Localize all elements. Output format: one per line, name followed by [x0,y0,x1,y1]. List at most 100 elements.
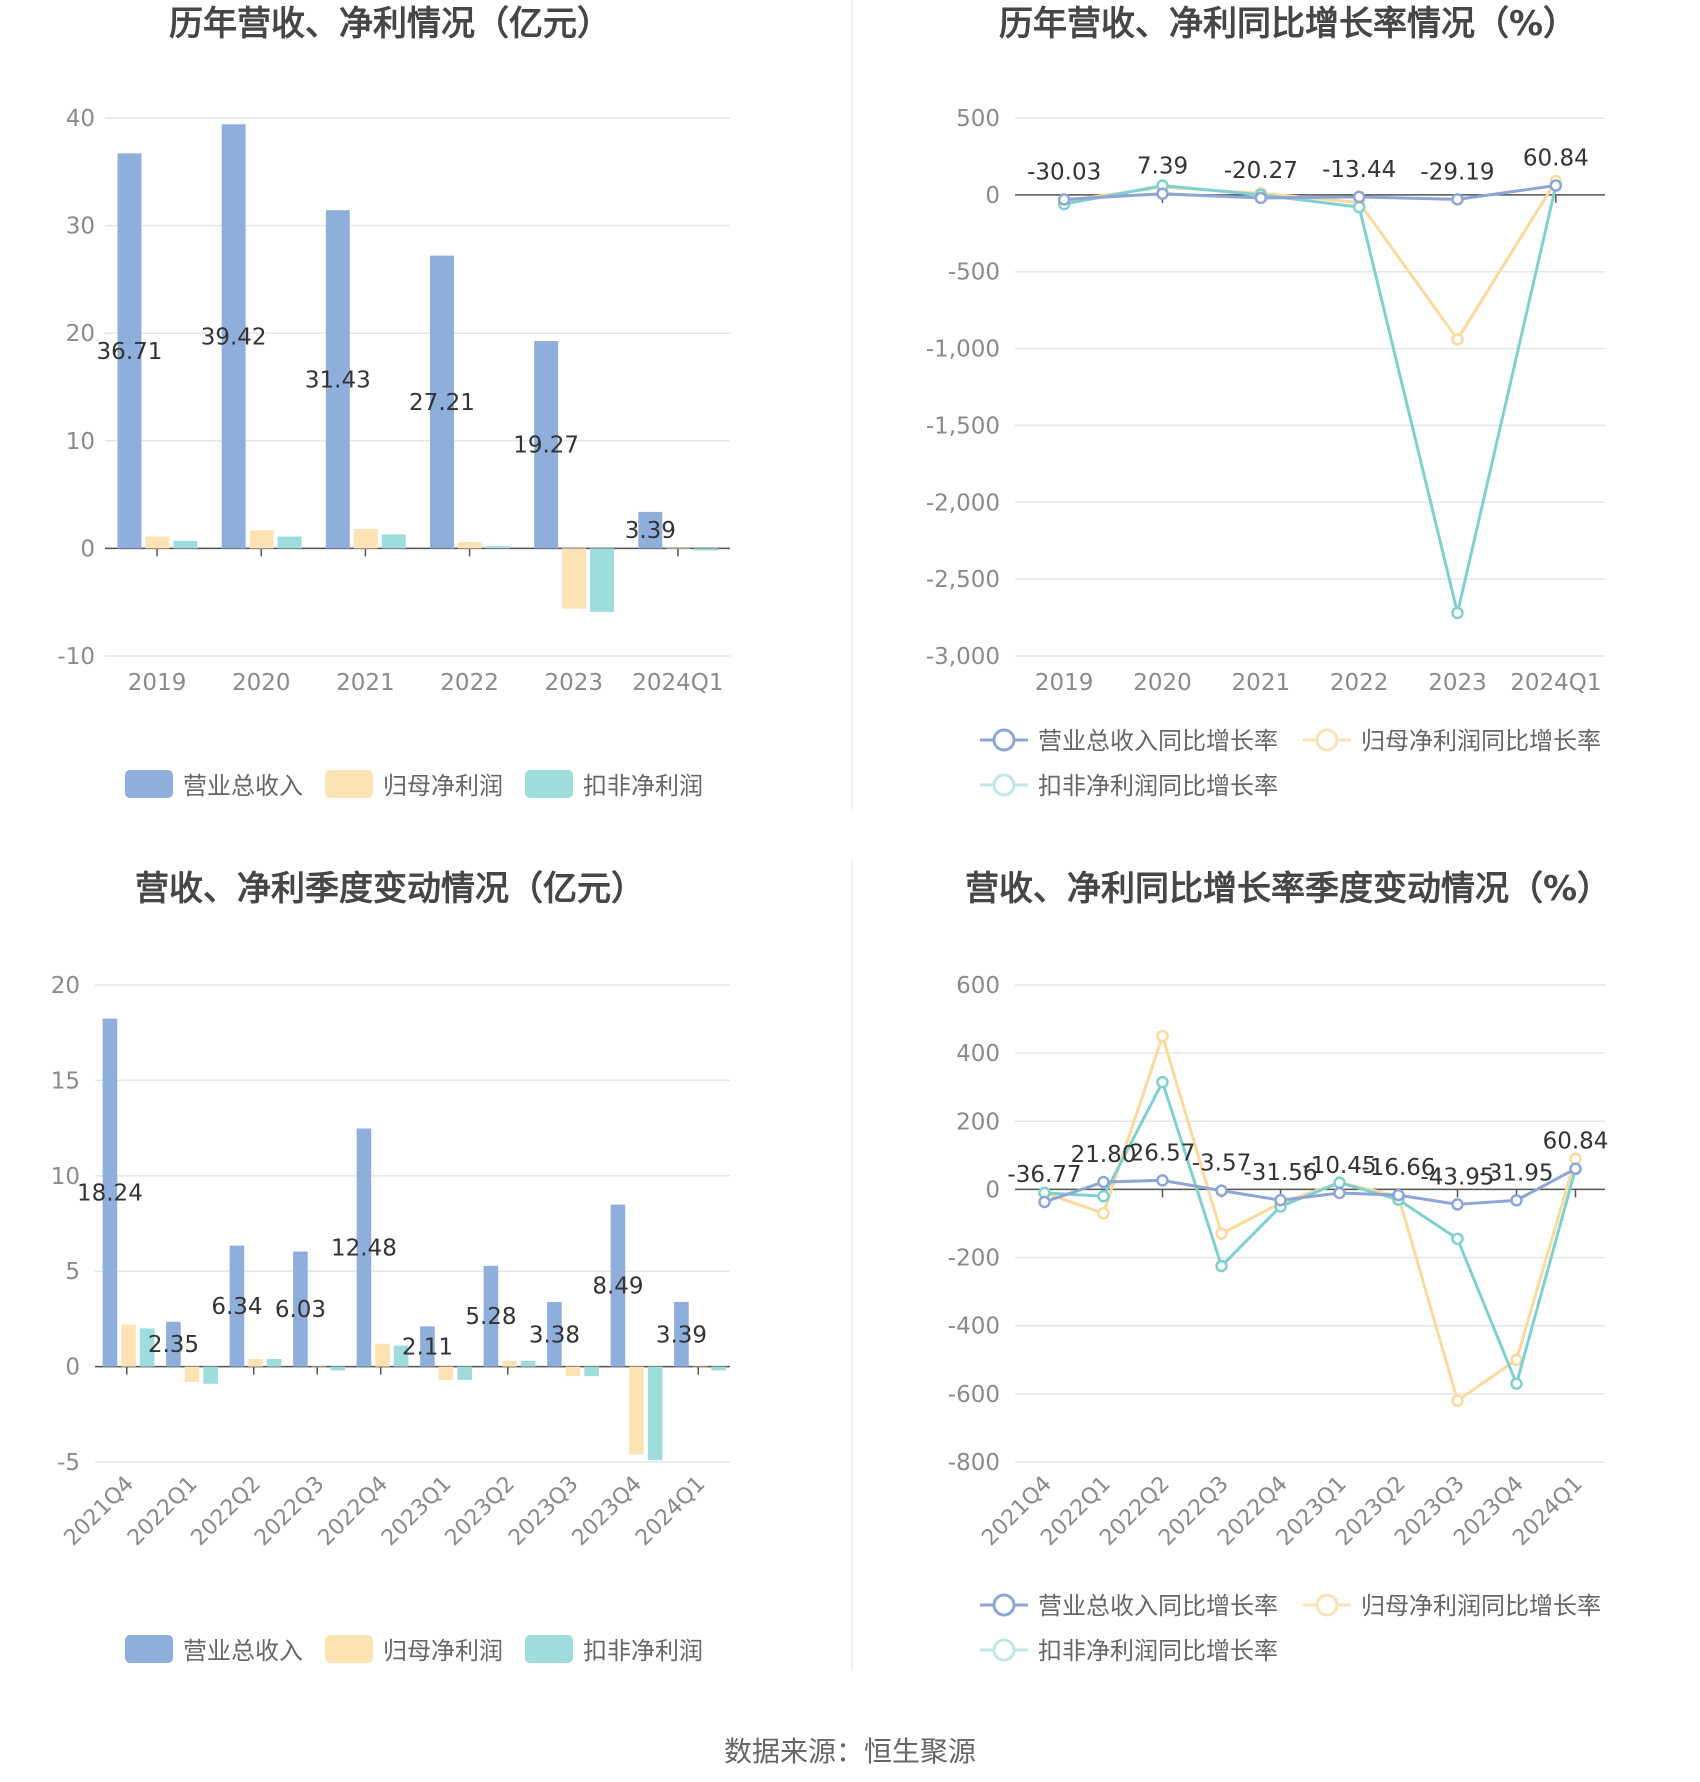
bar-deducted-profit [173,540,198,549]
line-point [1510,1377,1523,1390]
line-value-label: -30.03 [1027,159,1101,185]
legend-swatch [125,1635,173,1663]
x-tick-label: 2021 [1232,670,1291,696]
bar-deducted-profit [139,1328,155,1367]
bar-deducted-profit [393,1345,409,1367]
bar-net-profit [562,548,587,609]
bar-deducted-profit [584,1366,599,1377]
bar-net-profit [121,1324,136,1367]
legend-swatch [525,1635,573,1663]
line-point [1451,1198,1464,1211]
line-point [1038,1195,1051,1209]
y-tick-label: -200 [948,1246,1000,1272]
legend-marker [992,773,1016,797]
legend-label: 营业总收入同比增长率 [1038,1592,1278,1620]
legend-label: 营业总收入 [183,772,303,800]
line-point [1451,193,1464,206]
x-tick-label: 2022Q2 [187,1472,266,1551]
bar-value-label: 36.71 [97,339,163,365]
y-tick-label: -400 [948,1314,1000,1340]
line-value-label: -31.95 [1479,1160,1553,1186]
line-point [1510,1353,1523,1367]
line-deducted-profit-growth [1044,1078,1577,1389]
line-value-label: 60.84 [1523,146,1589,172]
y-tick-label: 20 [51,973,80,999]
x-tick-label: 2020 [1133,670,1192,696]
bar-revenue [102,1018,118,1367]
chart-title: 历年营收、净利情况（亿元） [169,4,611,44]
line-point [1057,193,1071,206]
x-tick-label: 2023Q2 [441,1472,520,1551]
bar-deducted-profit [647,1366,663,1461]
legend-label: 扣非净利润 [583,772,703,800]
line-value-label: -16.66 [1361,1155,1435,1181]
legend-marker [992,1593,1016,1617]
legend-label: 扣非净利润同比增长率 [1038,772,1278,800]
bar-net-profit [145,536,170,549]
legend-marker [992,728,1016,752]
bar-revenue [674,1301,689,1367]
bar-deducted-profit [330,1366,345,1371]
y-tick-label: 0 [65,1355,80,1381]
y-tick-label: 400 [956,1041,1000,1067]
line-point [1097,1175,1110,1189]
bar-net-profit [438,1366,454,1380]
legend-label: 归母净利润同比增长率 [1361,1592,1601,1620]
line-value-label: 26.57 [1130,1140,1196,1166]
y-tick-label: 40 [66,106,95,132]
bar-net-profit [248,1358,263,1367]
y-tick-label: -2,000 [926,490,1000,516]
bar-revenue [293,1251,308,1367]
bar-value-label: 19.27 [513,433,579,459]
chart-title: 营收、净利同比增长率季度变动情况（%） [965,869,1611,909]
annual-growth-rate-chart: 历年营收、净利同比增长率情况（%） 500 0 -500 -1,000 -1,500 -2,… [926,4,1605,800]
bar-net-profit [692,1366,708,1368]
bar-value-label: 18.24 [77,1181,143,1207]
annual-revenue-profit-chart: 历年营收、净利情况（亿元） 40 30 20 10 0 -10 2019 2020 2021 202… [57,4,730,800]
bar-deducted-profit [381,534,406,549]
chart-title: 历年营收、净利同比增长率情况（%） [999,4,1577,44]
bar-deducted-profit [203,1366,218,1384]
bar-deducted-profit [485,546,510,549]
line-point [1569,1152,1582,1166]
bar-deducted-profit [520,1360,536,1367]
legend-label: 归母净利润 [383,772,503,800]
line-value-label: -31.56 [1243,1160,1317,1186]
line-value-label: -20.27 [1224,158,1298,184]
x-tick-label: 2023Q3 [504,1472,583,1551]
bar-value-label: 8.49 [592,1274,643,1300]
line-point [1352,190,1366,204]
x-tick-label: 2022Q4 [314,1472,393,1551]
legend-label: 归母净利润同比增长率 [1361,727,1601,755]
legend-marker [1315,728,1339,752]
y-tick-label: -3,000 [926,644,1000,670]
line-point [1097,1207,1110,1220]
line-point [1215,1227,1228,1240]
legend-marker [1315,1593,1339,1617]
y-tick-label: -800 [948,1450,1000,1476]
line-point [1451,606,1464,620]
line-value-label: -29.19 [1420,159,1494,185]
bar-value-label: 31.43 [305,367,371,393]
line-value-label: -36.77 [1007,1162,1081,1188]
legend-swatch [125,770,173,798]
bar-value-label: 3.39 [656,1322,707,1348]
line-point [1097,1189,1110,1203]
legend-label: 营业总收入 [183,1637,303,1665]
bar-revenue [229,1245,245,1367]
y-tick-label: -1,500 [926,413,1000,439]
x-tick-label: 2022Q1 [123,1472,202,1551]
bar-revenue [420,1326,435,1367]
bar-net-profit [629,1366,644,1455]
bar-deducted-profit [457,1366,472,1380]
bar-deducted-profit [590,548,615,612]
y-tick-label: -600 [948,1382,1000,1408]
line-point [1451,1232,1464,1246]
chart-title: 营收、净利季度变动情况（亿元） [135,869,645,909]
legend-label: 扣非净利润 [583,1637,703,1665]
y-tick-label: 10 [51,1164,80,1190]
line-point [1451,333,1464,346]
bar-deducted-profit [277,536,302,549]
line-point [1392,1188,1405,1202]
